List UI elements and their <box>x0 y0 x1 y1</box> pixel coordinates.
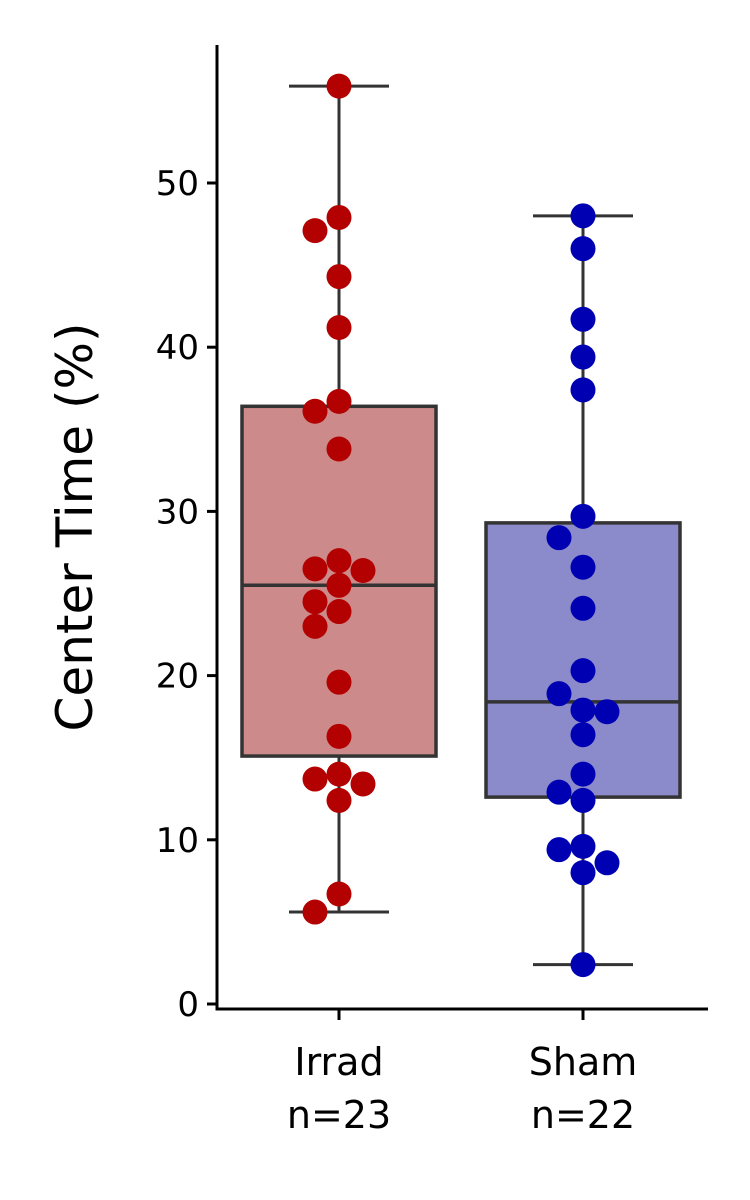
data-point <box>570 595 596 621</box>
data-point <box>570 203 596 229</box>
data-point <box>546 681 572 707</box>
y-tick-label: 30 <box>156 492 199 532</box>
data-point <box>594 699 620 725</box>
data-point <box>302 766 328 792</box>
x-tick-count-label: n=23 <box>287 1093 391 1137</box>
y-axis-label: Center Time (%) <box>46 323 104 732</box>
data-point <box>326 264 352 290</box>
data-point <box>546 525 572 551</box>
x-tick-label: Sham <box>529 1040 638 1084</box>
data-point <box>570 377 596 403</box>
data-point <box>326 204 352 230</box>
data-point <box>326 761 352 787</box>
data-point <box>570 658 596 684</box>
axes-layer <box>215 45 708 1011</box>
data-point <box>302 218 328 244</box>
data-point <box>326 314 352 340</box>
y-tick-label: 20 <box>156 657 199 697</box>
data-point <box>326 787 352 813</box>
y-tick-label: 40 <box>156 328 199 368</box>
data-point <box>546 837 572 863</box>
data-point <box>350 771 376 797</box>
data-point <box>594 850 620 876</box>
data-point <box>570 787 596 813</box>
data-point <box>546 779 572 805</box>
data-point <box>570 306 596 332</box>
data-point <box>570 554 596 580</box>
x-tick-count-label: n=22 <box>531 1093 635 1137</box>
data-point <box>570 860 596 886</box>
data-point <box>302 899 328 925</box>
x-ticks: Irrad n=23 Sham n=22 <box>287 1009 637 1137</box>
data-point <box>302 398 328 424</box>
y-ticks: 0 10 20 30 40 50 <box>156 164 217 1025</box>
data-point <box>302 589 328 615</box>
point-layer <box>302 73 620 978</box>
y-tick-label: 50 <box>156 164 199 204</box>
data-point <box>570 344 596 370</box>
data-point <box>570 503 596 529</box>
data-point <box>326 572 352 598</box>
data-point <box>326 548 352 574</box>
y-tick-label: 10 <box>156 821 199 861</box>
data-point <box>570 236 596 262</box>
data-point <box>326 669 352 695</box>
data-point <box>302 556 328 582</box>
data-point <box>326 723 352 749</box>
y-tick-label: 0 <box>177 985 199 1025</box>
data-point <box>350 558 376 584</box>
data-point <box>570 833 596 859</box>
data-point <box>302 613 328 639</box>
data-point <box>570 722 596 748</box>
data-point <box>570 952 596 978</box>
data-point <box>570 761 596 787</box>
data-point <box>570 697 596 723</box>
data-point <box>326 881 352 907</box>
data-point <box>326 388 352 414</box>
box-layer <box>240 84 682 967</box>
data-point <box>326 73 352 99</box>
data-point <box>326 436 352 462</box>
data-point <box>326 599 352 625</box>
x-tick-label: Irrad <box>294 1040 383 1084</box>
